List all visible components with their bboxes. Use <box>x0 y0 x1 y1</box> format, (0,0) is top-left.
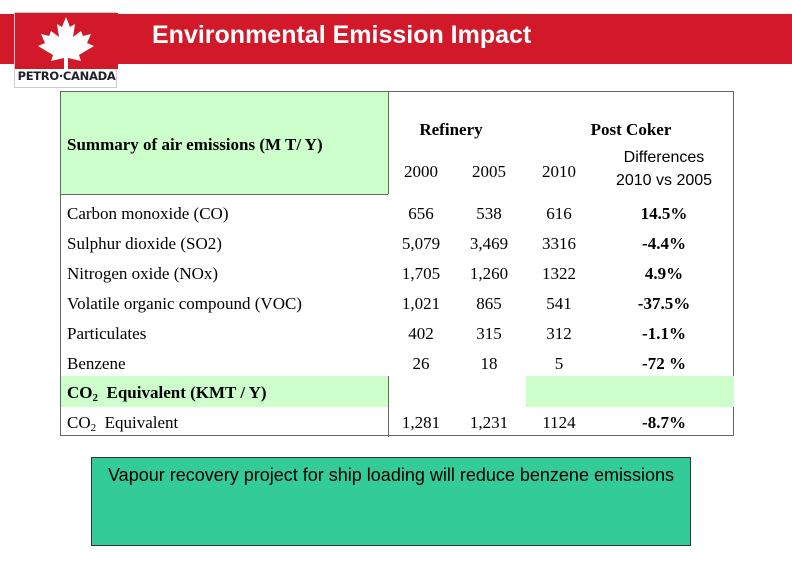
cell-2000: 402 <box>408 324 434 343</box>
col-header-diff-line1: Differences <box>623 149 705 166</box>
cell-2005: 538 <box>476 204 502 223</box>
summary-header-cell <box>61 92 388 194</box>
summary-label: Summary of air emissions (M T/ Y) <box>67 135 323 154</box>
header-bar <box>0 14 792 64</box>
cell-2010: 1124 <box>542 413 576 432</box>
divider <box>388 376 389 437</box>
cell-2000: 5,079 <box>401 234 441 253</box>
col-header-2005: 2005 <box>472 162 506 181</box>
callout-text: Vapour recovery project for ship loading… <box>108 465 674 485</box>
cell-2010: 616 <box>546 204 572 223</box>
cell-diff: -72 % <box>642 354 686 373</box>
row-label: Sulphur dioxide (SO2) <box>67 234 222 253</box>
cell-2010: 312 <box>546 324 572 343</box>
cell-2005: 1,231 <box>469 413 509 432</box>
cell-diff: -4.4% <box>642 234 686 253</box>
callout-box: Vapour recovery project for ship loading… <box>91 457 691 546</box>
page-title: Environmental Emission Impact <box>152 21 532 49</box>
cell-diff: -1.1% <box>642 324 686 343</box>
petro-canada-logo: PETRO·CANADA <box>14 12 118 88</box>
row-label: Nitrogen oxide (NOx) <box>67 264 219 283</box>
cell-2010: 5 <box>554 354 564 373</box>
co2-row-label: CO2 Equivalent <box>67 413 179 434</box>
row-label: Volatile organic compound (VOC) <box>67 294 302 313</box>
emissions-table: Summary of air emissions (M T/ Y) Refine… <box>60 91 734 437</box>
co2-section-cell-right <box>526 376 734 407</box>
maple-leaf-icon <box>15 13 118 69</box>
row-label: Carbon monoxide (CO) <box>67 204 229 223</box>
cell-diff: -37.5% <box>637 294 691 313</box>
row-label: Benzene <box>67 354 126 373</box>
cell-2005: 1,260 <box>469 264 509 283</box>
cell-2005: 3,469 <box>469 234 509 253</box>
cell-2010: 3316 <box>542 234 576 253</box>
col-header-diff-line2: 2010 vs 2005 <box>615 172 713 189</box>
cell-2000: 1,705 <box>401 264 441 283</box>
divider <box>388 92 389 194</box>
divider <box>61 194 388 195</box>
cell-2010: 541 <box>546 294 572 313</box>
cell-2000: 1,281 <box>401 413 441 432</box>
col-header-2010: 2010 <box>542 162 576 181</box>
co2-section-label: CO2 Equivalent (KMT / Y) <box>67 383 267 404</box>
co2-section-cell <box>61 376 388 407</box>
cell-2005: 18 <box>480 354 498 373</box>
logo-text: PETRO·CANADA <box>17 69 116 83</box>
cell-diff: -8.7% <box>642 413 686 432</box>
col-header-2000: 2000 <box>404 162 438 181</box>
cell-2000: 26 <box>412 354 430 373</box>
cell-2010: 1322 <box>542 264 576 283</box>
cell-2005: 315 <box>476 324 502 343</box>
group-refinery: Refinery <box>419 120 483 139</box>
cell-diff: 4.9% <box>644 264 684 283</box>
row-label: Particulates <box>67 324 147 343</box>
cell-diff: 14.5% <box>640 204 688 223</box>
cell-2000: 1,021 <box>401 294 441 313</box>
group-post-coker: Post Coker <box>590 120 672 139</box>
cell-2000: 656 <box>408 204 434 223</box>
cell-2005: 865 <box>476 294 502 313</box>
